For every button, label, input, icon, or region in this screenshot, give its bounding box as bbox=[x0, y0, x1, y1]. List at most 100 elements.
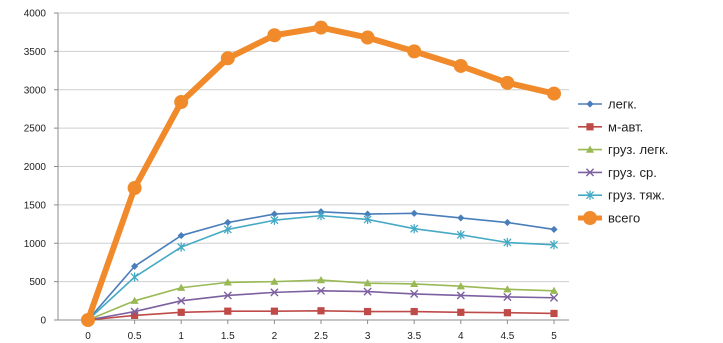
point-0-9 bbox=[503, 218, 511, 227]
point-3-7 bbox=[410, 289, 419, 298]
x-tick-label-0: 0 bbox=[85, 331, 91, 342]
legend-label-0: легк. bbox=[608, 97, 637, 112]
legend-label-5: всего bbox=[608, 211, 640, 226]
legend-label-3: груз. ср. bbox=[608, 165, 657, 180]
axes bbox=[54, 12, 569, 324]
point-3-8 bbox=[456, 291, 465, 300]
legend-label-2: груз. легк. bbox=[608, 142, 668, 157]
point-5-4 bbox=[267, 28, 282, 43]
point-1-3 bbox=[224, 307, 232, 315]
point-4-4 bbox=[270, 215, 279, 225]
point-0-1 bbox=[131, 262, 139, 270]
point-5-3 bbox=[220, 51, 235, 66]
point-3-3 bbox=[223, 291, 232, 300]
y-tick-label-500: 500 bbox=[29, 277, 46, 288]
x-tick-label-7: 3.5 bbox=[407, 331, 421, 342]
point-2-8 bbox=[456, 282, 465, 290]
y-tick-label-3500: 3500 bbox=[24, 47, 47, 58]
legend-item-3: груз. ср. bbox=[578, 165, 657, 180]
point-0-3 bbox=[224, 218, 232, 227]
legend-swatch-marker-3 bbox=[585, 168, 595, 177]
x-axis-tick-labels: 0 0.5 1 1.5 2 2.5 3 3.5 4 4.5 5 bbox=[85, 331, 557, 342]
point-1-6 bbox=[364, 307, 372, 316]
series-line-3 bbox=[87, 290, 555, 321]
point-0-4 bbox=[270, 210, 278, 218]
point-1-7 bbox=[410, 307, 418, 316]
point-4-2 bbox=[177, 242, 186, 252]
x-tick-label-1: 0.5 bbox=[128, 331, 142, 342]
point-2-7 bbox=[410, 279, 419, 288]
y-tick-label-1500: 1500 bbox=[24, 200, 47, 211]
x-tick-label-10: 5 bbox=[551, 331, 557, 342]
y-axis-tick-labels: 0 500 1000 1500 2000 2500 3000 3500 4000 bbox=[24, 9, 47, 327]
point-1-4 bbox=[270, 307, 278, 315]
series-2 bbox=[83, 275, 559, 324]
point-5-10 bbox=[547, 86, 561, 101]
point-1-10 bbox=[550, 309, 558, 318]
point-3-1 bbox=[130, 307, 139, 316]
point-4-9 bbox=[503, 237, 512, 248]
legend-item-2: груз. легк. bbox=[578, 142, 668, 157]
point-5-8 bbox=[453, 58, 468, 73]
series-5 bbox=[81, 20, 561, 327]
y-tick-label-1000: 1000 bbox=[24, 239, 47, 250]
x-tick-label-5: 2.5 bbox=[314, 331, 328, 342]
point-3-10 bbox=[549, 293, 559, 302]
legend-label-4: груз. тяж. bbox=[608, 188, 665, 203]
point-0-2 bbox=[177, 231, 185, 240]
point-1-9 bbox=[503, 309, 511, 317]
point-0-7 bbox=[410, 209, 418, 217]
x-tick-label-9: 4.5 bbox=[500, 331, 514, 342]
point-3-9 bbox=[503, 292, 512, 302]
legend-item-4: груз. тяж. bbox=[578, 188, 665, 203]
point-2-2 bbox=[177, 283, 186, 291]
point-5-9 bbox=[500, 75, 515, 90]
x-tick-label-3: 1.5 bbox=[221, 331, 235, 342]
point-1-8 bbox=[457, 308, 465, 316]
x-tick-label-2: 1 bbox=[178, 331, 184, 342]
point-2-6 bbox=[363, 279, 372, 287]
point-0-10 bbox=[550, 225, 558, 234]
x-tick-label-8: 4 bbox=[458, 331, 464, 342]
point-5-1 bbox=[127, 180, 142, 195]
point-5-2 bbox=[174, 95, 189, 110]
legend-swatch-marker-5 bbox=[583, 211, 597, 225]
y-tick-label-0: 0 bbox=[40, 316, 46, 327]
point-2-5 bbox=[316, 275, 326, 284]
legend-swatch-marker-0 bbox=[586, 100, 594, 108]
point-5-5 bbox=[314, 20, 328, 35]
series-line-4 bbox=[87, 214, 555, 321]
legend-item-0: легк. bbox=[578, 97, 637, 112]
x-tick-label-6: 3 bbox=[365, 331, 371, 342]
point-5-7 bbox=[407, 44, 422, 59]
legend-swatch-marker-1 bbox=[586, 123, 594, 131]
legend-label-1: м-авт. bbox=[608, 119, 643, 134]
legend-item-5: всего bbox=[578, 211, 640, 226]
legend-swatch-marker-2 bbox=[585, 145, 595, 153]
point-2-1 bbox=[130, 296, 139, 304]
point-4-6 bbox=[363, 214, 372, 225]
point-0-8 bbox=[457, 214, 465, 222]
point-4-8 bbox=[456, 230, 465, 240]
series-3 bbox=[83, 286, 559, 325]
point-4-10 bbox=[549, 240, 559, 250]
point-4-5 bbox=[316, 211, 326, 221]
point-2-4 bbox=[270, 277, 279, 285]
point-1-1 bbox=[131, 311, 139, 319]
y-tick-label-3000: 3000 bbox=[24, 85, 47, 96]
point-5-6 bbox=[360, 30, 375, 45]
point-2-9 bbox=[503, 285, 512, 293]
point-2-10 bbox=[549, 286, 559, 294]
point-2-3 bbox=[223, 278, 232, 286]
y-tick-label-4000: 4000 bbox=[24, 9, 47, 20]
point-3-6 bbox=[363, 287, 372, 296]
legend-swatch-marker-4 bbox=[585, 190, 595, 200]
point-3-5 bbox=[316, 286, 326, 295]
point-4-7 bbox=[410, 224, 419, 234]
point-1-5 bbox=[317, 307, 325, 315]
legend-item-1: м-авт. bbox=[578, 119, 643, 134]
x-tick-label-4: 2 bbox=[272, 331, 278, 342]
data-series bbox=[81, 20, 561, 327]
point-0-6 bbox=[364, 210, 372, 218]
